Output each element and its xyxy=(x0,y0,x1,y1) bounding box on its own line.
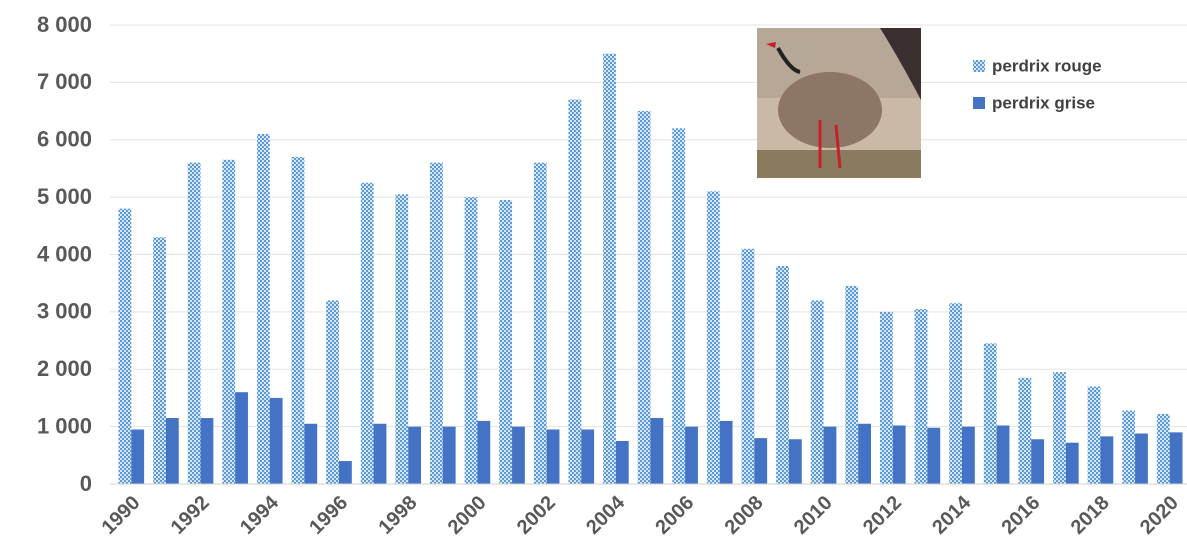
bar xyxy=(200,418,214,484)
y-tick-label: 4 000 xyxy=(37,241,92,266)
y-tick-label: 3 000 xyxy=(37,299,92,324)
bar xyxy=(499,199,513,484)
x-tick-label: 2010 xyxy=(790,492,837,539)
y-tick-label: 1 000 xyxy=(37,413,92,438)
y-tick-label: 2 000 xyxy=(37,356,92,381)
bar xyxy=(464,197,478,484)
bar xyxy=(373,423,387,484)
bar xyxy=(512,426,525,484)
x-tick-label: 2020 xyxy=(1136,492,1183,539)
x-tick-label: 1994 xyxy=(236,491,284,539)
bar xyxy=(823,426,837,484)
bar xyxy=(892,425,906,484)
y-tick-label: 0 xyxy=(80,471,92,496)
bar xyxy=(269,397,283,484)
bar xyxy=(165,418,179,484)
x-tick-label: 2016 xyxy=(997,492,1044,539)
x-tick-label: 2000 xyxy=(444,492,491,539)
bar xyxy=(187,162,201,484)
bar xyxy=(685,426,698,484)
bar xyxy=(996,425,1010,484)
bar xyxy=(719,420,733,484)
bar xyxy=(442,426,456,484)
bar xyxy=(153,237,166,484)
bar xyxy=(533,162,547,484)
bar xyxy=(118,208,132,484)
bar xyxy=(949,303,963,484)
bar xyxy=(788,439,802,484)
bar xyxy=(962,426,975,484)
bar xyxy=(672,128,686,484)
bar xyxy=(1100,436,1114,484)
y-tick-label: 6 000 xyxy=(37,127,92,152)
bar xyxy=(1122,410,1136,484)
bird-photo xyxy=(757,28,921,178)
x-tick-label: 1990 xyxy=(98,492,145,539)
x-tick-label: 1996 xyxy=(305,492,352,539)
x-tick-label: 2014 xyxy=(928,491,976,539)
bar xyxy=(568,99,582,485)
legend-swatch xyxy=(973,60,985,72)
x-tick-label: 2002 xyxy=(513,492,560,539)
x-tick-label: 1998 xyxy=(374,492,421,539)
bar xyxy=(754,438,768,484)
x-tick-label: 2018 xyxy=(1067,492,1114,539)
bar xyxy=(235,392,248,484)
legend-label: perdrix grise xyxy=(992,93,1095,112)
bar xyxy=(477,420,491,484)
bar xyxy=(879,311,893,484)
bar xyxy=(845,286,859,484)
bar xyxy=(1135,433,1148,484)
bar xyxy=(291,156,305,484)
bar xyxy=(408,426,422,484)
x-tick-label: 2008 xyxy=(721,492,768,539)
bar xyxy=(1053,372,1066,484)
y-tick-label: 5 000 xyxy=(37,184,92,209)
y-tick-label: 8 000 xyxy=(37,12,92,37)
bar xyxy=(706,191,720,484)
bar xyxy=(1065,442,1079,484)
legend-label: perdrix rouge xyxy=(992,56,1102,75)
bar xyxy=(1169,432,1183,484)
bar xyxy=(256,134,270,484)
bar xyxy=(430,162,443,484)
bar xyxy=(1031,439,1045,484)
bar xyxy=(395,194,409,484)
bar xyxy=(546,429,560,484)
x-tick-label: 2006 xyxy=(651,492,698,539)
bar xyxy=(741,248,755,484)
bar xyxy=(360,182,374,484)
bar xyxy=(581,429,595,484)
bar xyxy=(810,300,824,484)
x-tick-label: 1992 xyxy=(167,492,214,539)
bar xyxy=(1156,414,1170,484)
bar xyxy=(131,429,145,484)
bar xyxy=(1018,377,1032,484)
bar xyxy=(927,427,941,484)
bar xyxy=(983,343,997,484)
legend-swatch xyxy=(973,97,985,109)
x-tick-label: 2012 xyxy=(859,492,906,539)
x-tick-label: 2004 xyxy=(582,491,630,539)
bar xyxy=(914,309,928,484)
bar xyxy=(650,418,664,484)
bar xyxy=(615,440,629,484)
bar xyxy=(1087,386,1101,484)
bar xyxy=(222,159,236,485)
bar xyxy=(858,423,871,484)
bar xyxy=(338,461,352,484)
bar xyxy=(326,300,339,484)
y-tick-label: 7 000 xyxy=(37,69,92,94)
bar xyxy=(304,423,318,484)
bar xyxy=(776,265,789,484)
bar xyxy=(637,111,651,484)
bar xyxy=(603,53,616,484)
